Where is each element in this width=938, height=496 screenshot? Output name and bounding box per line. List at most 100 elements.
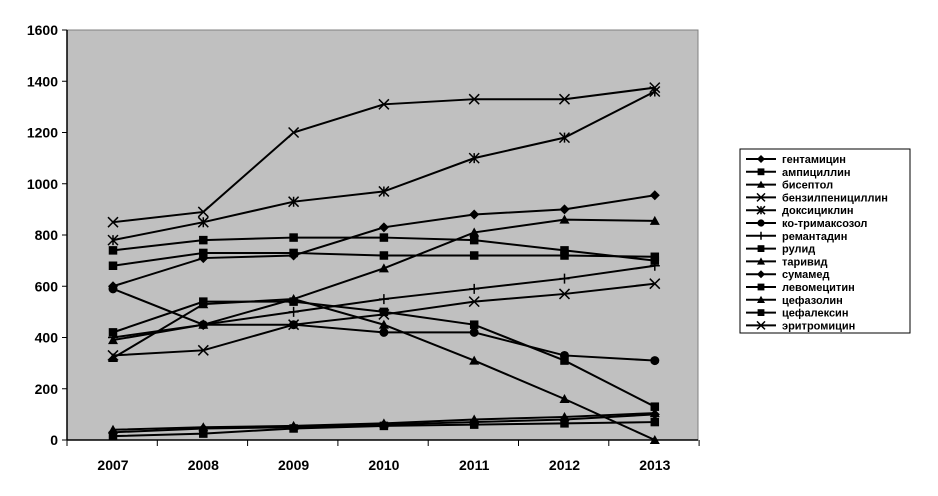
series-6 — [108, 260, 660, 343]
x-tick-label: 2007 — [97, 457, 128, 473]
y-tick-label: 200 — [35, 381, 59, 397]
legend-item: рулид — [746, 244, 815, 256]
data-point — [469, 327, 479, 337]
data-point — [288, 306, 299, 317]
legend-item: цефалексин — [746, 308, 848, 320]
data-point — [378, 319, 389, 329]
data-point — [288, 196, 300, 208]
y-axis: 0 200 400 600 800 1000 1200 1400 1600 — [27, 22, 68, 448]
legend-item: цефазолин — [746, 295, 843, 307]
data-point — [199, 429, 208, 438]
legend-marker — [757, 257, 765, 265]
data-point — [198, 319, 209, 330]
data-point — [379, 307, 389, 317]
data-point — [378, 308, 390, 320]
data-point — [558, 132, 571, 144]
data-point — [560, 350, 569, 360]
legend-marker — [756, 205, 766, 215]
data-point — [378, 185, 390, 197]
x-tick-label: 2013 — [639, 457, 670, 473]
legend-item: доксициклин — [746, 205, 854, 217]
data-point — [650, 417, 660, 427]
data-point — [650, 402, 660, 411]
legend-label: левомецитин — [782, 282, 855, 294]
data-point — [469, 251, 479, 260]
data-point — [108, 246, 118, 255]
legend-marker — [757, 295, 765, 303]
legend-label: бензилпенициллин — [782, 192, 888, 204]
data-point — [469, 355, 480, 365]
data-point — [379, 233, 389, 242]
data-point — [650, 252, 660, 262]
data-point — [108, 261, 118, 270]
data-point — [289, 233, 298, 242]
y-tick-label: 1400 — [27, 73, 58, 89]
data-point — [558, 93, 571, 105]
legend-item: ко-тримаксозол — [746, 218, 867, 230]
data-point — [560, 246, 569, 255]
legend-marker — [757, 219, 765, 227]
data-point — [378, 98, 390, 110]
data-point — [560, 419, 569, 428]
legend-label: бисептол — [782, 180, 833, 192]
data-point — [469, 320, 479, 329]
data-point — [469, 283, 480, 294]
data-point — [108, 328, 118, 337]
legend-item: ремантадин — [746, 231, 847, 243]
y-tick-label: 1600 — [27, 22, 58, 38]
data-point — [650, 356, 660, 366]
legend-marker — [757, 245, 765, 252]
data-point — [559, 411, 570, 421]
legend-marker — [757, 283, 765, 291]
legend-marker — [757, 155, 765, 163]
legend: гентамицинампициллинбисептолбензилпеници… — [739, 148, 911, 334]
data-point — [108, 353, 118, 362]
legend-marker — [757, 231, 765, 240]
legend-item: бензилпенициллин — [746, 192, 888, 204]
data-point — [468, 296, 480, 308]
data-point — [289, 248, 298, 258]
series-8 — [108, 294, 660, 444]
legend-marker — [756, 320, 766, 330]
data-point — [197, 216, 209, 228]
data-point — [199, 235, 208, 245]
y-tick-label: 600 — [35, 278, 59, 294]
legend-label: цефалексин — [782, 308, 848, 320]
data-point — [559, 394, 570, 403]
series-13 — [107, 82, 661, 228]
data-point — [649, 408, 660, 418]
x-tick-label: 2008 — [188, 457, 219, 473]
legend-item: бисептол — [746, 180, 833, 192]
legend-label: цефазолин — [782, 295, 843, 307]
data-point — [649, 215, 660, 225]
data-point — [289, 320, 299, 330]
legend-marker — [757, 168, 765, 176]
x-tick-label: 2012 — [549, 457, 580, 473]
data-point — [378, 294, 389, 305]
x-axis: 2007 2008 2009 2010 2011 2012 2013 — [66, 439, 700, 473]
data-point — [649, 278, 661, 290]
data-point — [107, 234, 119, 246]
legend-marker — [757, 180, 765, 188]
data-point — [379, 327, 389, 337]
legend-label: рулид — [782, 244, 815, 256]
data-point — [198, 299, 209, 309]
legend-marker — [756, 192, 766, 202]
series-12 — [108, 417, 660, 441]
y-tick-label: 800 — [35, 227, 59, 243]
legend-item: сумамед — [746, 269, 829, 281]
data-point — [108, 281, 118, 292]
x-tick-label: 2010 — [368, 457, 399, 473]
data-point — [107, 216, 119, 228]
legend-label: ко-тримаксозол — [782, 218, 867, 230]
legend-label: ремантадин — [782, 231, 847, 243]
data-point — [559, 214, 570, 224]
data-point — [469, 235, 479, 245]
data-point — [560, 356, 569, 365]
data-point — [197, 206, 209, 218]
legend-marker — [757, 309, 765, 316]
x-tick-label: 2011 — [459, 457, 490, 473]
series-layer — [107, 82, 661, 444]
data-point — [468, 93, 480, 105]
